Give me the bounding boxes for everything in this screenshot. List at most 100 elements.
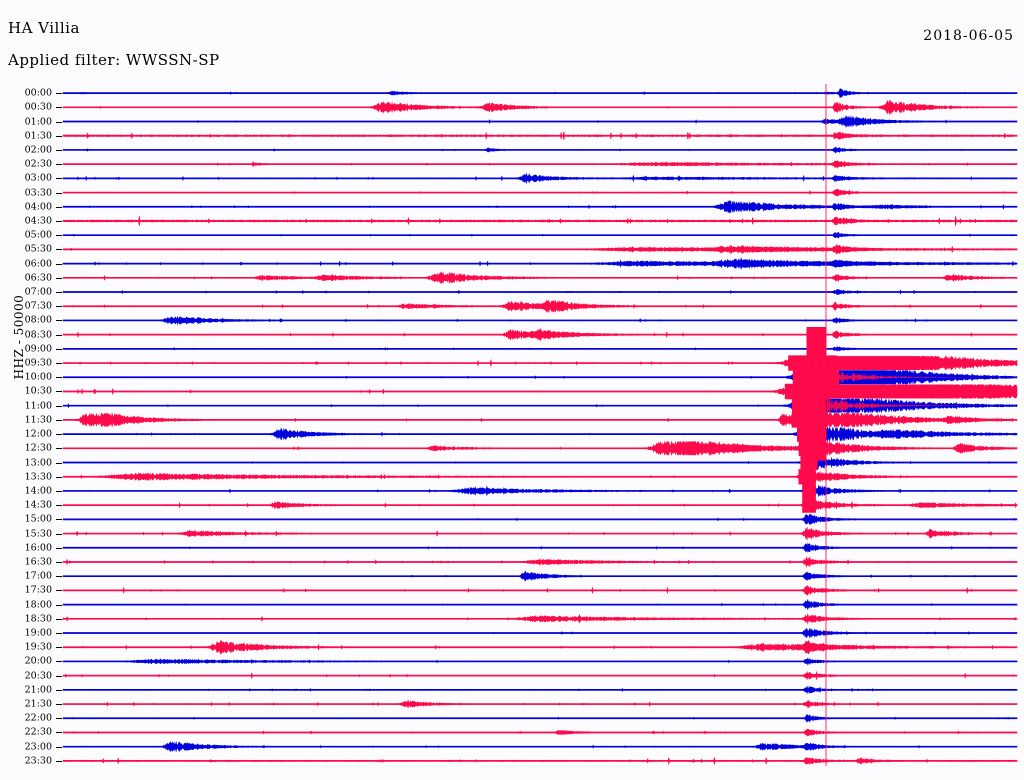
trace-row-10-30 bbox=[62, 383, 1018, 400]
time-label-06-00: 06:00 bbox=[24, 258, 52, 270]
time-label-15-00: 15:00 bbox=[24, 513, 52, 525]
trace-row-17-00 bbox=[62, 570, 1018, 582]
trace-row-12-00 bbox=[62, 426, 1018, 442]
time-tick-mark bbox=[56, 320, 62, 322]
trace-row-14-00 bbox=[62, 484, 1018, 498]
trace-row-07-30 bbox=[62, 299, 1018, 313]
seismogram-plot[interactable] bbox=[62, 84, 1018, 766]
time-tick-mark bbox=[56, 235, 62, 237]
time-label-07-30: 07:30 bbox=[24, 300, 52, 312]
time-label-23-30: 23:30 bbox=[24, 755, 52, 767]
time-label-17-30: 17:30 bbox=[24, 584, 52, 596]
trace-row-16-30 bbox=[62, 556, 1018, 568]
trace-row-17-30 bbox=[62, 585, 1018, 596]
time-tick-mark bbox=[56, 661, 62, 663]
time-label-18-30: 18:30 bbox=[24, 613, 52, 625]
time-label-16-30: 16:30 bbox=[24, 556, 52, 568]
time-label-03-30: 03:30 bbox=[24, 187, 52, 199]
time-tick-mark bbox=[56, 519, 62, 521]
trace-row-01-30 bbox=[62, 131, 1018, 141]
time-label-12-30: 12:30 bbox=[24, 442, 52, 454]
time-tick-mark bbox=[56, 746, 62, 748]
time-tick-mark bbox=[56, 448, 62, 450]
time-label-06-30: 06:30 bbox=[24, 272, 52, 284]
time-tick-mark bbox=[56, 363, 62, 365]
trace-row-22-30 bbox=[62, 728, 1018, 737]
date-label: 2018-06-05 bbox=[923, 28, 1014, 44]
mainshock-coda bbox=[827, 371, 980, 384]
time-tick-mark bbox=[56, 206, 62, 208]
time-tick-mark bbox=[56, 149, 62, 151]
time-tick-mark bbox=[56, 263, 62, 265]
time-label-00-00: 00:00 bbox=[24, 87, 52, 99]
trace-row-13-00 bbox=[62, 454, 1018, 471]
time-label-20-00: 20:00 bbox=[24, 655, 52, 667]
time-tick-mark bbox=[56, 220, 62, 222]
time-label-10-30: 10:30 bbox=[24, 385, 52, 397]
time-tick-mark bbox=[56, 405, 62, 407]
trace-row-13-30 bbox=[62, 469, 1018, 485]
trace-row-03-30 bbox=[62, 188, 1018, 197]
trace-row-09-00 bbox=[62, 345, 1018, 352]
time-tick-mark bbox=[56, 675, 62, 677]
time-label-09-30: 09:30 bbox=[24, 357, 52, 369]
time-label-08-00: 08:00 bbox=[24, 314, 52, 326]
trace-row-10-00 bbox=[62, 369, 1018, 386]
time-tick-mark bbox=[56, 633, 62, 635]
time-tick-mark bbox=[56, 576, 62, 578]
time-tick-mark bbox=[56, 505, 62, 507]
time-label-21-30: 21:30 bbox=[24, 698, 52, 710]
trace-row-04-30 bbox=[62, 216, 1018, 226]
mainshock-coda bbox=[827, 384, 980, 399]
trace-row-16-00 bbox=[62, 542, 1018, 553]
trace-row-19-30 bbox=[62, 639, 1018, 655]
time-label-16-00: 16:00 bbox=[24, 542, 52, 554]
time-label-04-00: 04:00 bbox=[24, 201, 52, 213]
trace-row-00-30 bbox=[62, 99, 1018, 116]
time-tick-mark bbox=[56, 334, 62, 336]
time-tick-mark bbox=[56, 121, 62, 123]
mainshock-core bbox=[806, 327, 827, 461]
vertical-spike-artifact bbox=[825, 84, 827, 766]
seismogram-traces bbox=[62, 84, 1018, 766]
time-tick-mark bbox=[56, 618, 62, 620]
trace-row-23-30 bbox=[62, 756, 1018, 765]
time-label-14-30: 14:30 bbox=[24, 499, 52, 511]
time-tick-mark bbox=[56, 647, 62, 649]
trace-row-23-00 bbox=[62, 740, 1018, 753]
time-tick-mark bbox=[56, 462, 62, 464]
time-label-19-00: 19:00 bbox=[24, 627, 52, 639]
time-label-11-00: 11:00 bbox=[24, 400, 52, 412]
time-tick-mark bbox=[56, 476, 62, 478]
trace-row-08-00 bbox=[62, 315, 1018, 326]
time-tick-mark bbox=[56, 718, 62, 720]
time-label-10-00: 10:00 bbox=[24, 371, 52, 383]
station-title: HA Villia bbox=[8, 19, 80, 37]
time-label-15-30: 15:30 bbox=[24, 528, 52, 540]
time-label-22-00: 22:00 bbox=[24, 712, 52, 724]
trace-row-06-00 bbox=[62, 257, 1018, 271]
time-label-05-00: 05:00 bbox=[24, 229, 52, 241]
trace-row-11-30 bbox=[62, 412, 1018, 428]
time-tick-mark bbox=[56, 135, 62, 137]
trace-row-18-00 bbox=[62, 598, 1018, 611]
time-label-18-00: 18:00 bbox=[24, 599, 52, 611]
trace-row-03-00 bbox=[62, 172, 1018, 185]
time-tick-mark bbox=[56, 547, 62, 549]
trace-row-15-30 bbox=[62, 526, 1018, 541]
mainshock-coda bbox=[827, 397, 980, 414]
time-tick-mark bbox=[56, 732, 62, 734]
time-label-11-30: 11:30 bbox=[24, 414, 52, 426]
time-tick-mark bbox=[56, 348, 62, 350]
time-tick-mark bbox=[56, 419, 62, 421]
trace-row-12-30 bbox=[62, 440, 1018, 457]
time-label-01-30: 01:30 bbox=[24, 130, 52, 142]
time-label-07-00: 07:00 bbox=[24, 286, 52, 298]
time-tick-mark bbox=[56, 93, 62, 95]
trace-row-19-00 bbox=[62, 627, 1018, 639]
trace-row-20-30 bbox=[62, 670, 1018, 681]
time-tick-mark bbox=[56, 689, 62, 691]
trace-row-11-00 bbox=[62, 398, 1018, 414]
trace-row-02-30 bbox=[62, 160, 1018, 169]
